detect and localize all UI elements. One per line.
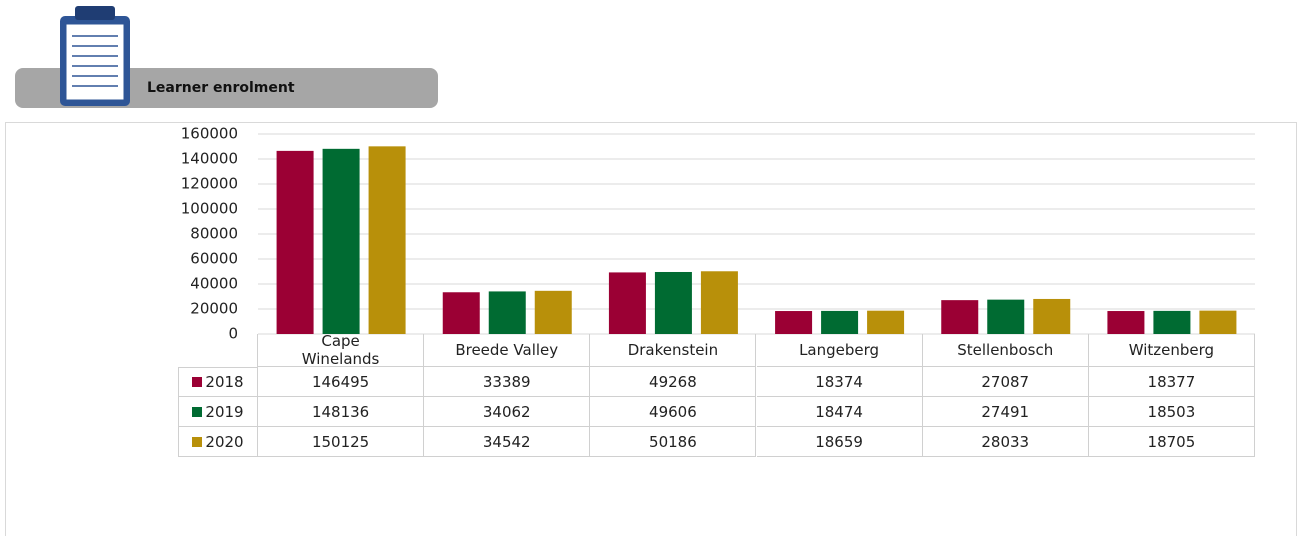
table-value-text: 49606 (649, 402, 697, 421)
bar (608, 272, 646, 334)
y-tick-label: 40000 (190, 275, 238, 293)
table-value: 146495 (258, 367, 425, 397)
table-value: 34542 (424, 427, 591, 457)
y-tick-label: 80000 (190, 225, 238, 243)
table-value: 33389 (424, 367, 591, 397)
y-tick-label: 120000 (181, 175, 238, 193)
category-label: Cape Winelands (258, 332, 425, 368)
table-value: 150125 (258, 427, 425, 457)
table-value: 18474 (756, 397, 923, 427)
legend-label: 2019 (205, 402, 244, 421)
table-value-text: 146495 (311, 372, 370, 391)
table-value-text: 34542 (482, 432, 531, 451)
y-tick-label: 0 (228, 325, 238, 343)
category-label: Langeberg (756, 334, 923, 367)
category-label: Stellenbosch (922, 334, 1089, 367)
table-value-text: 49268 (649, 372, 697, 391)
table-value: 34062 (424, 397, 591, 427)
y-tick-label: 60000 (190, 250, 238, 268)
table-value-text: 34062 (482, 402, 531, 421)
legend-label: 2018 (205, 373, 244, 391)
bar (1107, 311, 1145, 334)
bar (1153, 310, 1191, 334)
category-label-text: Stellenbosch (957, 341, 1054, 359)
table-value-text: 18659 (815, 432, 863, 451)
category-label: Breede Valley (424, 334, 591, 367)
table-value: 50186 (590, 427, 757, 457)
legend-entry: 2020 (178, 427, 258, 457)
bar (821, 310, 859, 334)
table-header-corner (178, 334, 258, 367)
category-label-text: Langeberg (799, 341, 880, 359)
table-value: 18705 (1088, 427, 1255, 457)
table-value-text: 27491 (981, 402, 1030, 421)
bar (1199, 310, 1237, 334)
legend-entry: 2019 (178, 397, 258, 427)
legend-entry: 2018 (178, 367, 258, 397)
bar (488, 291, 526, 334)
category-label-text: Breede Valley (455, 341, 559, 359)
y-tick-label: 140000 (181, 150, 238, 168)
bar (654, 271, 692, 334)
table-value: 49606 (590, 397, 757, 427)
bar (322, 148, 360, 334)
table-value: 27087 (922, 367, 1089, 397)
category-label-text: Drakenstein (627, 341, 719, 359)
table-value-text: 50186 (649, 432, 697, 451)
y-tick-label: 160000 (181, 125, 238, 143)
table-value: 18374 (756, 367, 923, 397)
table-value-text: 148136 (311, 402, 370, 421)
bar (442, 292, 480, 334)
bar (368, 146, 406, 334)
table-value-text: 33389 (482, 372, 531, 391)
chart-frame (5, 122, 1297, 536)
bar (867, 310, 905, 334)
bar (1033, 298, 1071, 334)
table-value: 18503 (1088, 397, 1255, 427)
legend-label: 2020 (205, 432, 244, 451)
table-value-text: 18377 (1147, 372, 1196, 391)
table-value-text: 28033 (981, 432, 1030, 451)
table-value-text: 18374 (815, 372, 863, 391)
category-label-text: Witzenberg (1128, 341, 1215, 359)
clipboard-lines (72, 35, 118, 87)
table-value: 28033 (922, 427, 1089, 457)
table-value: 18659 (756, 427, 923, 457)
table-value-text: 27087 (981, 372, 1030, 391)
table-value: 148136 (258, 397, 425, 427)
bar (775, 311, 813, 334)
table-value-text: 18705 (1147, 432, 1196, 451)
table-value-text: 150125 (311, 432, 370, 451)
category-label: Drakenstein (590, 334, 757, 367)
bar (276, 150, 314, 334)
table-value: 49268 (590, 367, 757, 397)
y-tick-label: 100000 (181, 200, 238, 218)
y-tick-label: 20000 (190, 300, 238, 318)
clipboard-clip (75, 6, 115, 20)
category-label: Witzenberg (1088, 334, 1255, 367)
table-value-text: 18503 (1147, 402, 1196, 421)
legend-swatch (192, 406, 203, 417)
header-title: Learner enrolment (147, 80, 295, 96)
table-value: 27491 (922, 397, 1089, 427)
legend-swatch (192, 436, 203, 447)
legend-swatch (192, 377, 203, 387)
bar (987, 299, 1025, 334)
bar (941, 300, 979, 334)
table-value-text: 18474 (815, 402, 863, 421)
bar (700, 271, 738, 334)
table-value: 18377 (1088, 367, 1255, 397)
category-label-text: Cape Winelands (301, 332, 380, 368)
bar (534, 290, 572, 334)
